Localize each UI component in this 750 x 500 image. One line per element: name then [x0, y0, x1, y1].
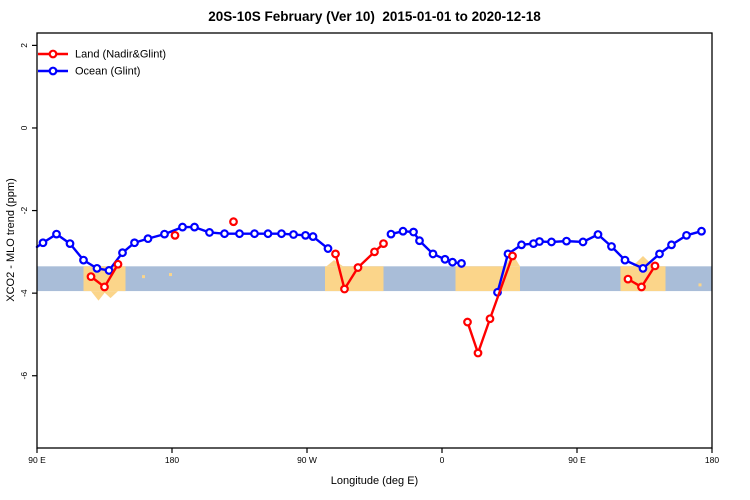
ocean-point — [160, 229, 169, 239]
land-point — [113, 259, 123, 269]
land-point — [331, 249, 340, 259]
sampling-bump — [91, 291, 106, 301]
ocean-point — [104, 266, 114, 275]
ocean-point — [440, 254, 450, 264]
ocean-point — [323, 244, 333, 253]
land-point — [650, 261, 660, 271]
ocean-point — [178, 222, 187, 232]
land-point — [379, 239, 388, 248]
ocean-point — [308, 232, 318, 241]
ocean-point — [235, 229, 244, 239]
ocean-point — [457, 259, 466, 268]
ocean-point — [289, 230, 298, 239]
y-tick-label: 0 — [19, 125, 29, 130]
land-point — [100, 282, 109, 292]
ocean-point — [682, 230, 691, 240]
plot-border — [36, 32, 713, 449]
ocean-point — [92, 263, 102, 273]
y-tick-label: 2 — [19, 43, 29, 48]
ocean-point — [562, 236, 571, 246]
land-point — [86, 272, 96, 282]
sampling-patch — [455, 266, 520, 292]
ocean-point — [205, 228, 214, 237]
ocean-point — [428, 249, 438, 259]
y-tick-label: -4 — [19, 289, 29, 297]
land-point — [508, 251, 517, 261]
land-point — [229, 217, 238, 227]
ocean-point — [386, 229, 396, 239]
x-axis-title: Longitude (deg E) — [330, 475, 419, 487]
ocean-point — [448, 257, 457, 267]
ocean-point — [79, 255, 88, 265]
land-point — [637, 282, 646, 292]
y-tick-label: -6 — [19, 372, 29, 380]
x-tick-label: 90 W — [297, 455, 317, 465]
ocean-point — [118, 248, 127, 258]
ocean-point — [655, 249, 664, 259]
ocean-point — [38, 238, 48, 248]
land-point — [463, 317, 472, 327]
x-tick-label: 180 — [165, 455, 179, 465]
ocean-point — [409, 227, 418, 237]
ocean-point — [697, 226, 706, 236]
x-tick-label: 90 E — [28, 455, 46, 465]
ocean-point — [415, 236, 424, 246]
sampling-speckle — [169, 273, 172, 277]
x-tick-label: 180 — [705, 455, 719, 465]
land-point — [623, 274, 633, 284]
land-point — [485, 314, 495, 324]
ocean-line — [496, 230, 703, 294]
land-point — [340, 284, 349, 294]
land-point — [473, 348, 483, 358]
x-tick-label: 90 E — [568, 455, 586, 465]
ocean-point — [593, 230, 603, 239]
legend-marker-land — [48, 49, 58, 59]
sampling-bump — [103, 291, 118, 299]
ocean-point — [65, 239, 75, 248]
ocean-point — [517, 240, 526, 250]
legend-label-ocean: Ocean (Glint) — [75, 66, 140, 78]
ocean-point — [130, 238, 139, 248]
ocean-point — [607, 242, 616, 251]
sampling-speckle — [698, 283, 702, 287]
ocean-point — [277, 229, 286, 239]
ocean-point — [638, 263, 648, 273]
land-point — [170, 230, 180, 240]
ocean-point — [398, 226, 408, 236]
legend-marker-ocean — [48, 66, 58, 76]
chart-title: 20S-10S February (Ver 10) 2015-01-01 to … — [208, 9, 541, 24]
ocean-point — [578, 237, 588, 247]
land-point — [353, 263, 363, 272]
ocean-point — [535, 237, 544, 246]
ocean-point — [220, 229, 229, 239]
ocean-point — [143, 234, 153, 244]
x-tick-label: 0 — [440, 455, 445, 465]
sampling-speckle — [142, 275, 145, 279]
sampling-patch — [325, 266, 384, 292]
y-tick-label: -2 — [19, 207, 29, 215]
land-point — [370, 247, 379, 257]
ocean-point — [52, 229, 61, 239]
sampling-bump — [326, 260, 343, 267]
ocean-point — [301, 230, 310, 240]
ocean-point — [667, 240, 676, 250]
legend-label-land: Land (Nadir&Glint) — [75, 49, 166, 61]
land-line — [466, 254, 514, 355]
ocean-point — [620, 255, 630, 265]
ocean-point — [263, 229, 273, 239]
ocean-point — [547, 237, 556, 247]
ocean-point — [250, 229, 259, 239]
ocean-point — [190, 222, 199, 232]
